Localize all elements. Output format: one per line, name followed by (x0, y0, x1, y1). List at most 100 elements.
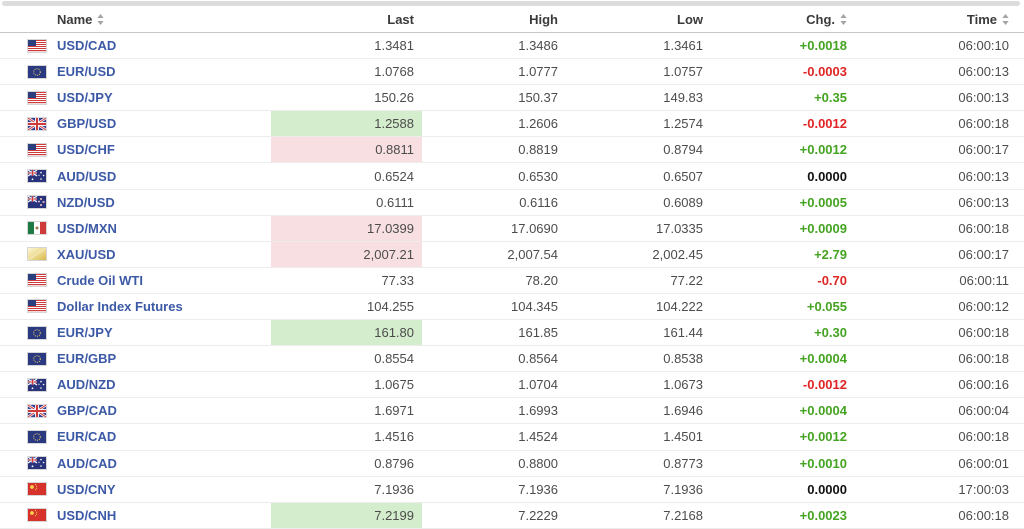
low-value: 161.44 (663, 325, 703, 341)
table-row: USD/CHF 0.8811 0.8819 0.8794 +0.0012 06:… (0, 137, 1024, 164)
pair-link[interactable]: Dollar Index Futures (57, 298, 183, 314)
name-cell: AUD/NZD (0, 372, 271, 397)
name-cell: AUD/USD (0, 163, 271, 188)
low-value: 1.0757 (663, 64, 703, 80)
change-cell: +0.0023 (711, 503, 855, 528)
pair-link[interactable]: AUD/USD (57, 168, 117, 184)
column-header-name[interactable]: Name (0, 6, 271, 32)
column-header-label: Name (57, 11, 93, 27)
change-value: +0.0004 (799, 403, 847, 419)
column-header-last[interactable]: Last (271, 6, 422, 32)
column-header-time[interactable]: Time (855, 6, 1024, 32)
change-cell: +0.055 (711, 294, 855, 319)
last-value: 1.2588 (271, 111, 422, 137)
us-flag-icon (28, 91, 46, 104)
high-value: 1.0777 (518, 64, 558, 80)
table-row: EUR/USD 1.0768 1.0777 1.0757 -0.0003 06:… (0, 59, 1024, 86)
last-value: 104.255 (367, 298, 414, 314)
high-value: 78.20 (525, 272, 558, 288)
us-flag-icon (28, 39, 46, 52)
pair-link[interactable]: USD/CAD (57, 38, 117, 54)
pair-link[interactable]: EUR/USD (57, 64, 116, 80)
change-value: +2.79 (814, 246, 847, 262)
pair-link[interactable]: GBP/USD (57, 116, 117, 132)
table-row: EUR/GBP 0.8554 0.8564 0.8538 +0.0004 06:… (0, 346, 1024, 373)
table-row: NZD/USD 0.6111 0.6116 0.6089 +0.0005 06:… (0, 190, 1024, 216)
pair-link[interactable]: USD/CHF (57, 142, 115, 158)
pair-link[interactable]: AUD/CAD (57, 455, 117, 471)
sort-arrows-icon (97, 13, 105, 25)
time-value: 06:00:01 (958, 455, 1009, 471)
pair-link[interactable]: USD/JPY (57, 90, 113, 106)
high-value: 1.3486 (518, 38, 558, 54)
change-value: -0.0012 (802, 377, 847, 393)
pair-link[interactable]: XAU/USD (57, 246, 116, 262)
pair-link[interactable]: AUD/NZD (57, 377, 116, 393)
change-value: +0.0009 (799, 220, 847, 236)
time-value: 06:00:11 (959, 272, 1009, 288)
column-header-low[interactable]: Low (566, 6, 711, 32)
table-row: AUD/CAD 0.8796 0.8800 0.8773 +0.0010 06:… (0, 451, 1024, 477)
low-value: 0.8794 (663, 142, 703, 158)
pair-link[interactable]: EUR/GBP (57, 351, 117, 367)
pair-link[interactable]: USD/MXN (57, 220, 117, 236)
name-cell: EUR/USD (0, 59, 271, 84)
horizontal-scrollbar[interactable] (2, 1, 1020, 6)
table-row: USD/JPY 150.26 150.37 149.83 +0.35 06:00… (0, 85, 1024, 112)
time-value: 06:00:10 (958, 38, 1009, 54)
table-row: USD/MXN 17.0399 17.0690 17.0335 +0.0009 … (0, 215, 1024, 242)
high-value: 0.6530 (518, 168, 558, 184)
gb-flag-icon (27, 403, 47, 418)
au-flag-icon (27, 378, 46, 391)
change-cell: -0.0012 (711, 111, 855, 136)
pair-link[interactable]: NZD/USD (57, 194, 115, 210)
change-cell: -0.0012 (711, 372, 855, 397)
column-header-chg[interactable]: Chg. (711, 6, 855, 32)
table-row: Dollar Index Futures 104.255 104.345 104… (0, 294, 1024, 321)
time-value: 06:00:04 (958, 403, 1009, 419)
change-cell: +0.0004 (711, 346, 855, 371)
change-value: -0.0012 (802, 116, 847, 132)
time-value: 17:00:03 (958, 481, 1009, 497)
pair-link[interactable]: Crude Oil WTI (57, 272, 143, 288)
high-value: 1.6993 (518, 403, 558, 419)
last-value: 150.26 (374, 90, 414, 106)
low-value: 17.0335 (656, 220, 703, 236)
time-value: 06:00:13 (958, 168, 1009, 184)
change-cell: +0.0012 (711, 137, 855, 162)
us-flag-icon (28, 143, 46, 156)
pair-link[interactable]: EUR/JPY (57, 325, 113, 341)
sort-arrows-icon (840, 13, 847, 25)
time-value: 06:00:18 (958, 507, 1009, 523)
change-value: +0.0023 (799, 507, 847, 523)
time-value: 06:00:13 (958, 90, 1009, 106)
low-value: 104.222 (656, 298, 703, 314)
change-value: -0.70 (817, 272, 847, 288)
name-cell: USD/CNH (0, 503, 271, 528)
pair-link[interactable]: USD/CNY (57, 481, 116, 497)
pair-link[interactable]: USD/CNH (57, 507, 117, 523)
au-flag-icon (27, 169, 46, 183)
low-value: 149.83 (663, 90, 703, 106)
last-value: 0.6524 (374, 168, 414, 184)
name-cell: USD/CAD (0, 33, 271, 58)
last-value: 1.4516 (374, 429, 414, 445)
change-cell: 0.0000 (711, 163, 855, 188)
high-value: 104.345 (511, 298, 558, 314)
eu-flag-icon (28, 65, 46, 78)
column-header-high[interactable]: High (422, 6, 566, 32)
table-row: EUR/JPY 161.80 161.85 161.44 +0.30 06:00… (0, 320, 1024, 347)
column-header-label: Chg. (806, 11, 835, 27)
name-cell: Dollar Index Futures (0, 294, 271, 319)
change-cell: 0.0000 (711, 477, 855, 502)
table-row: GBP/CAD 1.6971 1.6993 1.6946 +0.0004 06:… (0, 398, 1024, 425)
last-value: 7.1936 (374, 481, 414, 497)
high-value: 17.0690 (511, 220, 558, 236)
low-value: 2,002.45 (652, 246, 703, 262)
table-body: USD/CAD 1.3481 1.3486 1.3461 +0.0018 06:… (0, 33, 1024, 529)
column-header-label: Low (677, 11, 703, 27)
pair-link[interactable]: GBP/CAD (57, 403, 117, 419)
table-row: Crude Oil WTI 77.33 78.20 77.22 -0.70 06… (0, 268, 1024, 294)
high-value: 0.8800 (518, 455, 558, 471)
pair-link[interactable]: EUR/CAD (57, 429, 117, 445)
